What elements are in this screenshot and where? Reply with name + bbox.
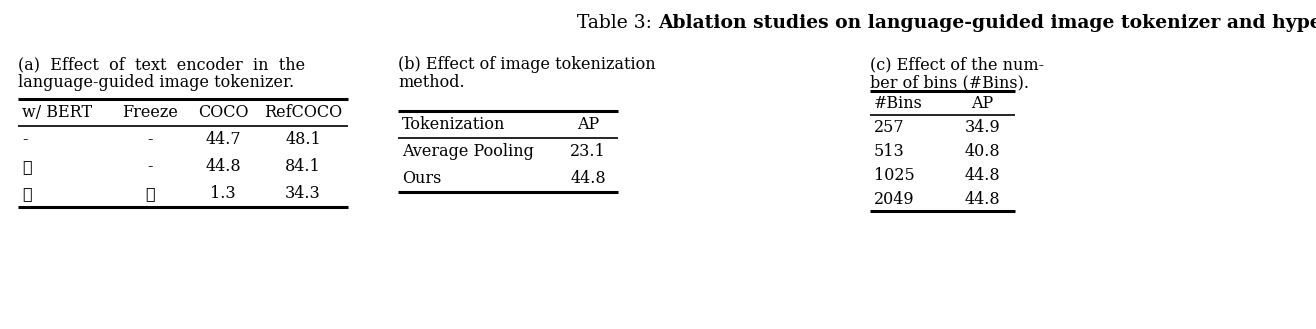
Text: Freeze: Freeze: [122, 104, 179, 121]
Text: RefCOCO: RefCOCO: [265, 104, 342, 121]
Text: ✓: ✓: [22, 185, 32, 202]
Text: w/ BERT: w/ BERT: [22, 104, 92, 121]
Text: ber of bins (#Bins).: ber of bins (#Bins).: [870, 74, 1029, 91]
Text: Average Pooling: Average Pooling: [401, 143, 534, 160]
Text: (c) Effect of the num-: (c) Effect of the num-: [870, 56, 1044, 73]
Text: -: -: [22, 131, 28, 148]
Text: Ours: Ours: [401, 170, 441, 187]
Text: (b) Effect of image tokenization: (b) Effect of image tokenization: [397, 56, 655, 73]
Text: 34.3: 34.3: [286, 185, 321, 202]
Text: AP: AP: [576, 116, 599, 133]
Text: 257: 257: [874, 118, 904, 136]
Text: -: -: [147, 131, 153, 148]
Text: ✓: ✓: [22, 158, 32, 175]
Text: -: -: [147, 158, 153, 175]
Text: #Bins: #Bins: [874, 94, 923, 112]
Text: 2049: 2049: [874, 190, 915, 208]
Text: 44.8: 44.8: [965, 190, 1000, 208]
Text: 513: 513: [874, 142, 905, 160]
Text: Ablation studies on language-guided image tokenizer and hyper-parameters.: Ablation studies on language-guided imag…: [658, 14, 1316, 32]
Text: Table 3:: Table 3:: [578, 14, 658, 32]
Text: Tokenization: Tokenization: [401, 116, 505, 133]
Text: (a)  Effect  of  text  encoder  in  the: (a) Effect of text encoder in the: [18, 56, 305, 73]
Text: 48.1: 48.1: [286, 131, 321, 148]
Text: language-guided image tokenizer.: language-guided image tokenizer.: [18, 74, 293, 91]
Text: AP: AP: [971, 94, 994, 112]
Text: 84.1: 84.1: [286, 158, 321, 175]
Text: 44.8: 44.8: [965, 166, 1000, 184]
Text: 44.8: 44.8: [570, 170, 605, 187]
Text: 44.8: 44.8: [205, 158, 241, 175]
Text: 40.8: 40.8: [965, 142, 1000, 160]
Text: COCO: COCO: [197, 104, 249, 121]
Text: ✓: ✓: [146, 185, 155, 202]
Text: 34.9: 34.9: [965, 118, 1000, 136]
Text: method.: method.: [397, 74, 465, 91]
Text: 1.3: 1.3: [211, 185, 236, 202]
Text: 44.7: 44.7: [205, 131, 241, 148]
Text: 23.1: 23.1: [570, 143, 605, 160]
Text: 1025: 1025: [874, 166, 915, 184]
